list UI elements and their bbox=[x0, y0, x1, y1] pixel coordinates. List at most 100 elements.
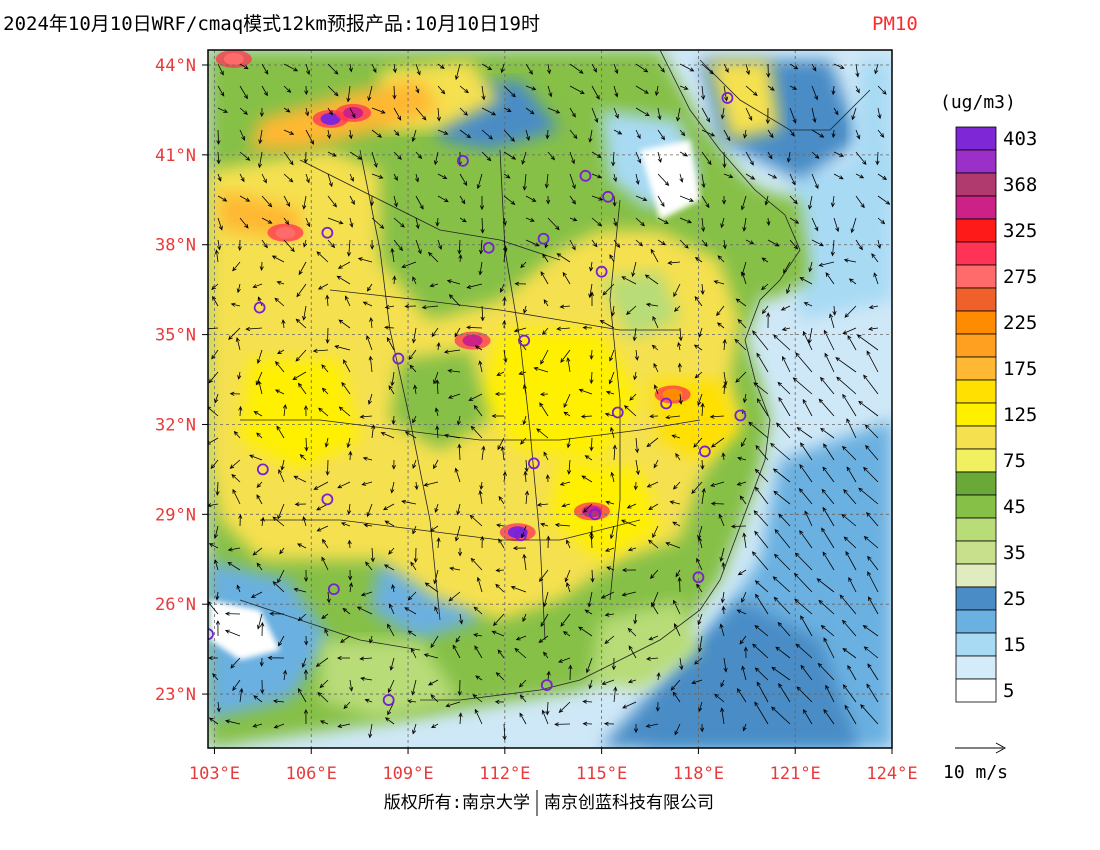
wind-arrow bbox=[343, 701, 351, 710]
wind-arrow bbox=[303, 708, 309, 725]
wind-arrow bbox=[657, 151, 662, 163]
wind-arrow bbox=[521, 151, 527, 165]
wind-arrow bbox=[855, 85, 860, 94]
wind-arrow bbox=[214, 393, 219, 404]
wind-arrow bbox=[299, 454, 307, 461]
wind-arrow bbox=[519, 694, 527, 703]
wind-arrow bbox=[635, 217, 645, 227]
wind-arrow bbox=[245, 326, 263, 332]
wind-arrow bbox=[327, 63, 339, 75]
wind-arrow bbox=[722, 239, 727, 250]
wind-arrow bbox=[208, 503, 219, 508]
wind-arrow bbox=[256, 613, 263, 630]
wind-arrow bbox=[604, 612, 615, 617]
wind-arrow bbox=[253, 411, 263, 417]
wind-arrow bbox=[543, 651, 549, 659]
wind-arrow bbox=[855, 63, 860, 78]
wind-arrow bbox=[752, 643, 769, 659]
wind-arrow bbox=[448, 591, 461, 602]
wind-arrow bbox=[766, 217, 771, 227]
city-marker bbox=[208, 628, 214, 641]
wind-arrow bbox=[360, 591, 373, 597]
wind-arrow bbox=[846, 418, 857, 439]
wind-arrow bbox=[714, 693, 725, 703]
wind-arrow bbox=[280, 459, 285, 471]
wind-arrow bbox=[481, 107, 497, 116]
wind-arrow bbox=[756, 352, 769, 373]
wind-arrow bbox=[476, 576, 483, 593]
wind-arrow bbox=[257, 151, 263, 169]
wind-arrow bbox=[542, 253, 549, 263]
wind-arrow bbox=[697, 525, 703, 540]
wind-arrow bbox=[465, 325, 483, 330]
legend-swatch bbox=[955, 632, 997, 657]
wind-arrow bbox=[542, 327, 549, 336]
wind-arrow bbox=[272, 699, 285, 704]
wind-arrow bbox=[538, 569, 549, 583]
wind-arrow bbox=[503, 245, 508, 263]
wind-arrow bbox=[540, 522, 549, 527]
wind-arrow bbox=[389, 657, 395, 671]
wind-arrow bbox=[233, 430, 241, 439]
hotspot-core bbox=[223, 52, 244, 65]
lon-label: 118°E bbox=[673, 764, 724, 784]
wind-arrow bbox=[589, 371, 594, 385]
legend-swatch bbox=[955, 241, 997, 266]
wind-arrow bbox=[481, 63, 493, 71]
wind-arrow bbox=[650, 248, 659, 263]
wind-arrow bbox=[635, 239, 643, 247]
wind-arrow bbox=[495, 583, 505, 593]
wind-arrow bbox=[261, 217, 273, 224]
wind-arrow bbox=[497, 437, 505, 451]
wind-scale-label: 10 m/s bbox=[943, 762, 1008, 783]
wind-arrow bbox=[755, 445, 769, 461]
wind-arrow bbox=[783, 261, 791, 274]
wind-arrow bbox=[272, 581, 285, 593]
wind-arrow bbox=[719, 547, 725, 562]
wind-arrow bbox=[227, 561, 241, 571]
wind-arrow bbox=[337, 261, 351, 269]
wind-arrow bbox=[657, 107, 662, 121]
wind-arrow bbox=[338, 319, 351, 329]
wind-arrow bbox=[318, 407, 329, 417]
wind-arrow bbox=[546, 535, 551, 549]
wind-arrow bbox=[259, 261, 264, 272]
wind-arrow bbox=[497, 649, 505, 659]
wind-arrow bbox=[773, 490, 791, 505]
wind-arrow bbox=[566, 582, 571, 593]
wind-arrow bbox=[230, 302, 241, 307]
wind-arrow bbox=[646, 481, 659, 488]
wind-arrow bbox=[239, 151, 251, 161]
wind-arrow bbox=[274, 389, 285, 395]
wind-arrow bbox=[261, 195, 273, 208]
wind-arrow bbox=[754, 580, 769, 593]
wind-arrow bbox=[459, 129, 472, 139]
wind-arrow bbox=[502, 296, 507, 307]
wind-arrow bbox=[459, 217, 467, 223]
wind-arrow bbox=[459, 107, 468, 116]
city-marker bbox=[527, 457, 540, 470]
wind-arrow bbox=[232, 261, 241, 272]
wind-arrow bbox=[652, 525, 659, 539]
wind-arrow bbox=[479, 481, 484, 491]
wind-arrow bbox=[569, 85, 585, 94]
wind-arrow bbox=[437, 173, 448, 180]
wind-arrow bbox=[589, 349, 594, 360]
wind-arrow bbox=[556, 253, 571, 263]
wind-arrow bbox=[720, 591, 725, 604]
wind-arrow bbox=[212, 672, 219, 681]
wind-arrow bbox=[811, 85, 818, 101]
wind-arrow bbox=[701, 239, 708, 247]
wind-arrow bbox=[210, 459, 219, 470]
wind-arrow bbox=[722, 338, 727, 351]
wind-arrow bbox=[672, 691, 681, 703]
wind-arrow bbox=[795, 643, 813, 659]
wind-arrow bbox=[701, 129, 716, 137]
wind-arrow bbox=[454, 467, 461, 483]
wind-arrow bbox=[561, 503, 571, 508]
legend-label: 75 bbox=[1003, 450, 1026, 472]
wind-arrow bbox=[437, 129, 449, 135]
wind-arrow bbox=[789, 195, 798, 205]
wind-arrow bbox=[609, 525, 615, 540]
wind-arrow bbox=[562, 631, 571, 637]
